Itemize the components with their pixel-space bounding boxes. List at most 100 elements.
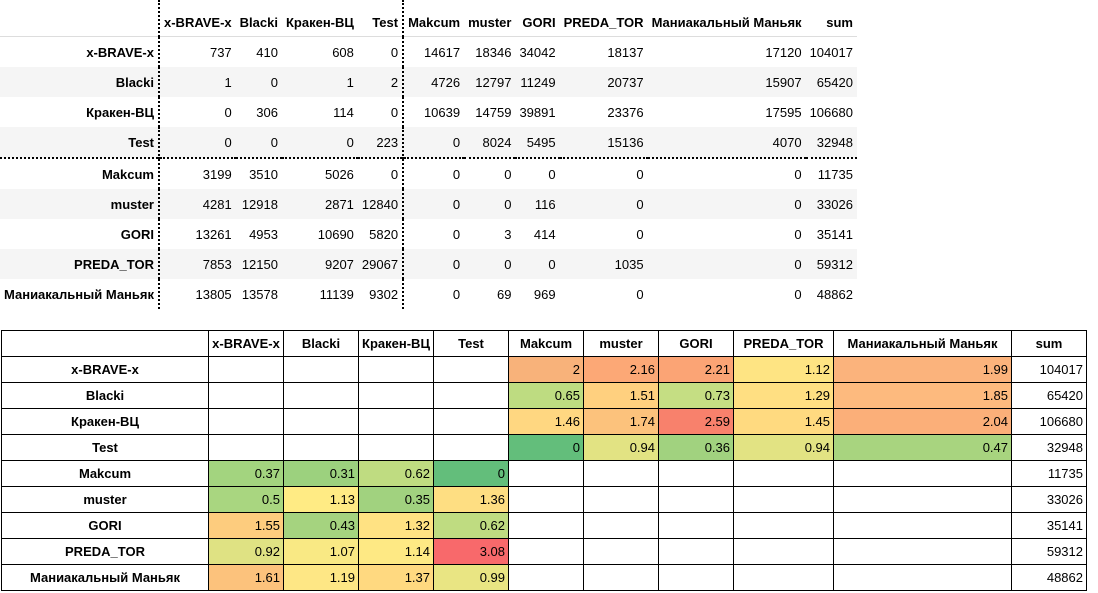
value-cell: 3199 [158, 157, 236, 189]
value-cell: 0 [647, 249, 806, 279]
column-header: Blacki [283, 330, 359, 357]
ratio-cell: 0.92 [208, 538, 284, 565]
value-cell: 0 [390, 104, 399, 120]
row-header: GORI [1, 512, 209, 539]
ratio-cell: 0.47 [833, 434, 1012, 461]
ratio-cell: 0.94 [733, 434, 834, 461]
table-row: muster 0.5 1.13 0.35 1.36 33026 [1, 486, 1087, 513]
value-cell: 0 [390, 44, 399, 60]
ratio-cell [358, 434, 434, 461]
value-cell: 0 [647, 157, 806, 189]
sum-cell: 11735 [1011, 460, 1087, 487]
value-cell: 0 [158, 97, 236, 127]
value-cell: 4281 [158, 189, 236, 219]
table-row: Кракен-ВЦ 1.46 1.74 2.59 1.45 2.04 106680 [1, 408, 1087, 435]
ratio-cell: 2.16 [583, 356, 659, 383]
value-cell: 0 [402, 127, 465, 158]
ratio-cell [508, 512, 584, 539]
value-cell: 5495 [515, 127, 560, 158]
value-cell: 8024 [464, 127, 516, 158]
value-cell: 0 [636, 226, 644, 242]
value-cell: 34042 [519, 44, 556, 60]
column-header: Маниакальный Маньяк [651, 15, 802, 30]
ratio-cell: 1.85 [833, 382, 1012, 409]
value-cell: 2871 [281, 189, 358, 219]
row-header: Test [0, 127, 159, 158]
column-header: Test [372, 15, 399, 30]
value-cell: 0 [281, 127, 358, 158]
ratio-cell: 2.04 [833, 408, 1012, 435]
sum-cell: 59312 [1011, 538, 1087, 565]
value-cell: 18346 [475, 44, 512, 60]
value-cell: 13261 [158, 219, 236, 249]
column-header: Blacki [239, 15, 278, 30]
value-cell: 9207 [281, 249, 358, 279]
ratio-cell: 1.55 [208, 512, 284, 539]
ratio-cell [658, 512, 734, 539]
value-cell: 5820 [369, 226, 399, 242]
table-row: x-BRAVE-x 2 2.16 2.21 1.12 1.99 104017 [1, 356, 1087, 383]
ratio-cell [583, 486, 659, 513]
table-row: PREDA_TOR 0.92 1.07 1.14 3.08 59312 [1, 538, 1087, 565]
value-cell: 0 [402, 249, 465, 279]
row-header: Кракен-ВЦ [86, 104, 154, 120]
ratio-cell: 2 [508, 356, 584, 383]
ratio-cell [733, 486, 834, 513]
value-cell: 13805 [158, 279, 236, 309]
sum-cell: 33026 [1011, 486, 1087, 513]
value-cell: 0 [464, 189, 516, 219]
value-cell: 15136 [559, 127, 648, 158]
ratio-cell [208, 382, 284, 409]
ratio-cell [208, 434, 284, 461]
row-header: PREDA_TOR [0, 249, 159, 279]
sum-cell: 48862 [1011, 564, 1087, 591]
ratio-cell [833, 460, 1012, 487]
row-header: Makcum [1, 460, 209, 487]
ratio-cell: 3.08 [433, 538, 509, 565]
value-cell: 414 [533, 226, 556, 242]
ratio-cell [733, 512, 834, 539]
ratio-cell: 1.36 [433, 486, 509, 513]
value-cell: 116 [515, 189, 560, 219]
value-cell: 306 [256, 104, 278, 120]
column-header: x-BRAVE-x [208, 330, 284, 357]
value-cell: 59312 [805, 249, 857, 279]
value-cell: 114 [333, 104, 354, 120]
ratio-cell: 2.59 [658, 408, 734, 435]
corner-cell [1, 330, 209, 357]
ratio-cell [833, 538, 1012, 565]
value-cell: 12150 [235, 249, 282, 279]
value-cell: 0 [559, 189, 648, 219]
ratio-cell: 1.37 [358, 564, 434, 591]
value-cell: 5026 [281, 157, 358, 189]
ratio-cell: 0.43 [283, 512, 359, 539]
value-cell: 14617 [402, 36, 465, 67]
sum-cell: 65420 [1011, 382, 1087, 409]
value-cell: 104017 [809, 44, 853, 60]
value-cell: 10639 [402, 97, 465, 127]
column-header: sum [826, 15, 853, 30]
column-header: Кракен-ВЦ [285, 15, 354, 30]
ratio-cell: 0.36 [658, 434, 734, 461]
row-header: Blacki [0, 67, 159, 97]
ratio-cell: 0.31 [283, 460, 359, 487]
value-cell: 969 [533, 286, 556, 302]
row-header: Маниакальный Маньяк [4, 286, 154, 302]
ratio-cell: 1.46 [508, 408, 584, 435]
value-cell: 0 [357, 157, 404, 189]
ratio-cell: 0 [433, 460, 509, 487]
ratio-cell [283, 408, 359, 435]
sum-cell: 106680 [1011, 408, 1087, 435]
value-cell: 0 [464, 157, 516, 189]
value-cell: 0 [647, 189, 806, 219]
value-cell: 7853 [158, 249, 236, 279]
ratio-cell [658, 564, 734, 591]
ratio-cell [433, 356, 509, 383]
ratio-cell [433, 434, 509, 461]
value-cell: 29067 [357, 249, 404, 279]
value-cell: 14759 [475, 104, 512, 120]
ratio-cell [208, 408, 284, 435]
ratio-cell: 1.14 [358, 538, 434, 565]
value-cell: 33026 [805, 189, 857, 219]
value-cell: 11139 [319, 286, 354, 302]
